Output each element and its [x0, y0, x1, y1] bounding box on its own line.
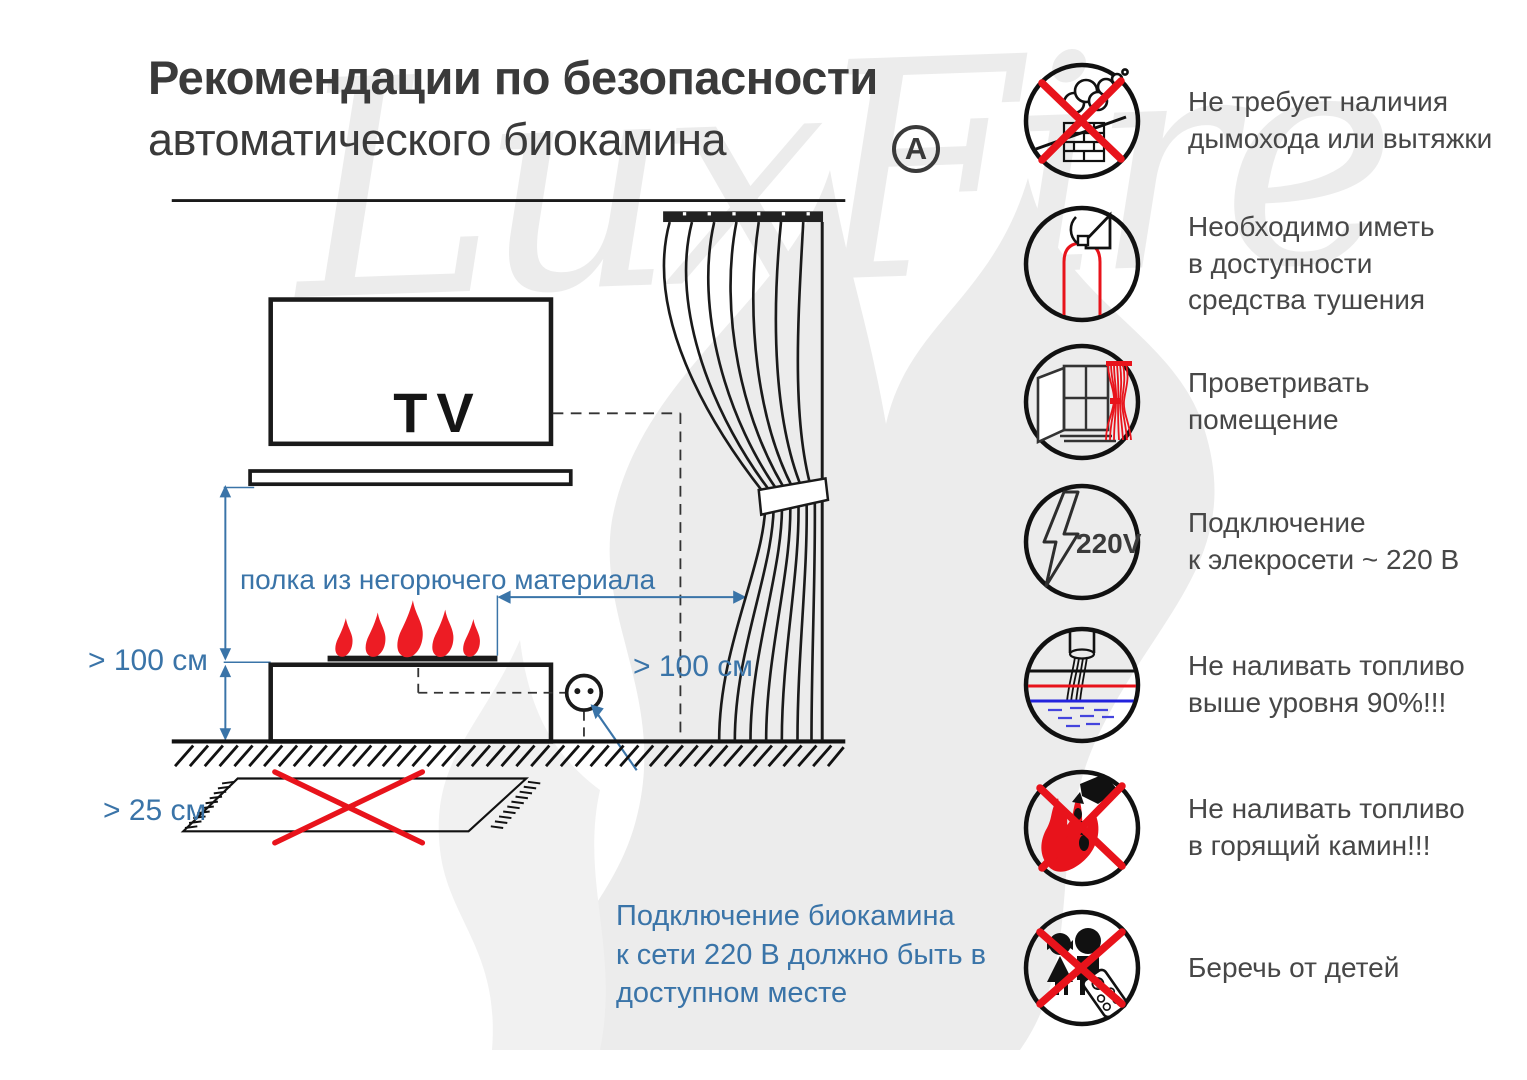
no-refuel-burning-icon: [1023, 769, 1141, 887]
shelf-label: полка из негорючего материала: [240, 564, 656, 595]
safety-item-text: Не требует наличия дымохода или вытяжки: [1188, 86, 1493, 154]
rug-crossed-out: [180, 769, 541, 846]
curtain-tie-band: [757, 476, 830, 517]
fireplace-diagram: [171, 199, 846, 846]
horizontal-clearance-label: > 100 см: [633, 650, 753, 683]
label-220v: 220V: [1076, 528, 1142, 559]
safety-item-fuel-level: Не наливать топливо выше уровня 90%!!!: [1020, 623, 1520, 747]
safety-item-text: Подключение к элекросети ~ 220 В: [1188, 507, 1460, 575]
safety-item-text: Беречь от детей: [1188, 951, 1400, 983]
safety-item-power: 220V Подключение к элекросети ~ 220 В: [1020, 480, 1520, 604]
curtain: [662, 211, 830, 741]
tv-label: TV: [393, 381, 483, 444]
fire-extinguisher-icon: [1023, 205, 1141, 323]
floor: [171, 739, 846, 768]
keep-away-children-icon: [1023, 909, 1141, 1027]
vertical-clearance-label: > 100 см: [88, 644, 208, 677]
fuel-level-icon: [1023, 626, 1141, 744]
outlet-wire-dashed: [417, 668, 585, 739]
page-title: Рекомендации по безопасности автоматичес…: [148, 50, 878, 166]
safety-item-ventilation: Проветривать помещение: [1020, 340, 1520, 464]
shelf-outline: [248, 469, 573, 487]
base-height-label: > 25 см: [103, 794, 207, 827]
power-outlet: [564, 673, 604, 712]
safety-item-no-refuel: Не наливать топливо в горящий камин!!!: [1020, 766, 1520, 890]
fireplace-outline: [268, 662, 554, 744]
safety-items-column: Не требует наличия дымохода или вытяжки …: [1020, 0, 1520, 1080]
safety-item-no-chimney: Не требует наличия дымохода или вытяжки: [1020, 59, 1520, 183]
title-line-2: автоматического биокамина: [148, 114, 727, 165]
safety-item-text: Не наливать топливо выше уровня 90%!!!: [1188, 650, 1465, 718]
no-chimney-icon: [1023, 62, 1141, 180]
safety-item-children: Беречь от детей: [1020, 906, 1520, 1030]
safety-item-extinguisher: Необходимо иметь в доступности средства …: [1020, 202, 1520, 326]
dimension-vertical-shelf: [219, 485, 271, 664]
safety-item-text: Проветривать помещение: [1188, 367, 1370, 435]
circled-a-badge: A: [892, 125, 940, 173]
outlet-note: Подключение биокамина к сети 220 В должн…: [616, 900, 987, 1010]
tv-outline: [268, 297, 554, 447]
power-220v-icon: 220V: [1023, 483, 1142, 601]
safety-item-text: Необходимо иметь в доступности средства …: [1188, 210, 1435, 316]
ventilation-window-icon: [1023, 343, 1141, 461]
title-line-1: Рекомендации по безопасности: [148, 51, 878, 104]
burner-bar: [327, 655, 498, 662]
dimension-vertical-base: [219, 664, 232, 741]
safety-item-text: Не наливать топливо в горящий камин!!!: [1188, 793, 1465, 861]
dimension-horizontal-curtain: [496, 590, 747, 656]
rug-prohibition-cross: [272, 769, 426, 846]
